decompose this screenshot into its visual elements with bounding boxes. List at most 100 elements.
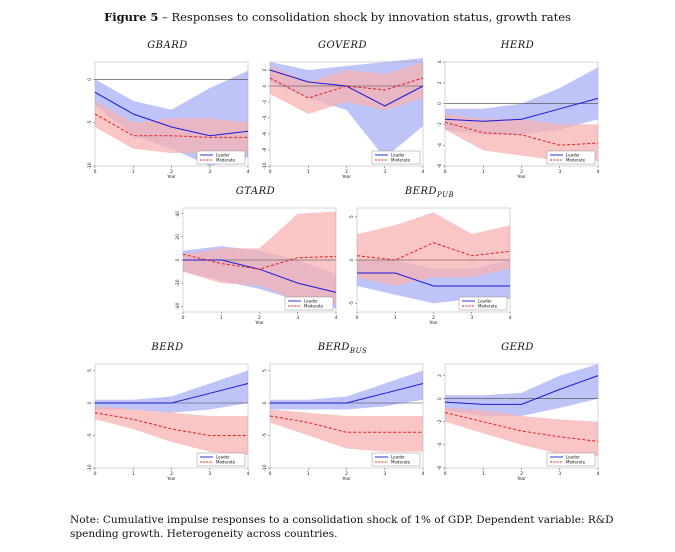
y-tick-label: 5 bbox=[87, 369, 93, 372]
figure-dash: – bbox=[158, 10, 172, 24]
x-tick-label: 4 bbox=[597, 169, 600, 175]
y-tick-label: -2 bbox=[262, 100, 268, 105]
x-tick-label: 0 bbox=[444, 471, 447, 477]
legend-box bbox=[371, 452, 421, 467]
ci-band-leader bbox=[95, 370, 248, 413]
y-tick-label: 0 bbox=[87, 401, 93, 404]
x-tick-label: 2 bbox=[432, 315, 435, 321]
series-line-moderate bbox=[444, 412, 599, 442]
x-tick-label: 0 bbox=[269, 169, 272, 175]
x-tick-label: 3 bbox=[558, 471, 561, 477]
panel-title-text: GOVERD bbox=[317, 40, 368, 51]
x-tick-label: 2 bbox=[345, 471, 348, 477]
series-line-moderate bbox=[182, 253, 337, 270]
x-tick-label: 4 bbox=[597, 471, 600, 477]
x-tick-label: 2 bbox=[258, 315, 261, 321]
y-tick-label: -6 bbox=[437, 466, 443, 471]
y-tick-label: 0 bbox=[349, 258, 355, 261]
y-tick-label: -10 bbox=[87, 464, 93, 471]
panel-title-subscript: PUB bbox=[437, 191, 455, 199]
figure-caption: Responses to consolidation shock by inno… bbox=[171, 10, 571, 24]
x-axis-label: Year bbox=[516, 174, 526, 179]
x-tick-label: 1 bbox=[132, 169, 135, 175]
x-tick-label: 2 bbox=[520, 169, 523, 175]
y-tick-label: 2 bbox=[262, 68, 268, 71]
x-axis-label: Year bbox=[166, 174, 176, 179]
legend-label-leader: Leader bbox=[216, 152, 230, 157]
x-tick-label: 0 bbox=[94, 471, 97, 477]
x-tick-label: 3 bbox=[470, 315, 473, 321]
y-tick-label: -4 bbox=[437, 143, 443, 148]
panel-goverd: GOVERD 2 0 -2 -4 -6 -8 -10 0 1 2 3 4 Year Leader Modera… bbox=[250, 40, 435, 180]
y-tick-label: -20 bbox=[175, 279, 181, 286]
y-tick-label: 0 bbox=[437, 102, 443, 105]
x-axis-label: Year bbox=[341, 174, 351, 179]
legend-label-leader: Leader bbox=[566, 454, 580, 459]
x-tick-label: 2 bbox=[345, 169, 348, 175]
y-tick-label: -5 bbox=[262, 433, 268, 438]
series-line-leader bbox=[94, 91, 249, 137]
legend-label-moderate: Moderate bbox=[391, 459, 411, 464]
y-tick-label: 5 bbox=[262, 369, 268, 372]
panel-title-text: BERD bbox=[404, 186, 438, 197]
panel-title: GOVERD bbox=[250, 40, 435, 51]
panel-title-text: GERD bbox=[501, 342, 534, 353]
y-tick-label: -10 bbox=[262, 162, 268, 169]
panel-title-text: BERD bbox=[317, 342, 350, 353]
y-tick-label: -2 bbox=[437, 122, 443, 127]
legend-box bbox=[284, 296, 334, 311]
series-line-moderate bbox=[444, 121, 599, 146]
figure-title: Figure 5 – Responses to consolidation sh… bbox=[0, 10, 675, 24]
x-tick-label: 3 bbox=[383, 169, 386, 175]
x-tick-label: 4 bbox=[247, 169, 250, 175]
x-tick-label: 3 bbox=[208, 471, 211, 477]
panel-title-text: GTARD bbox=[235, 186, 276, 197]
legend-label-moderate: Moderate bbox=[216, 157, 236, 162]
x-tick-label: 4 bbox=[422, 169, 425, 175]
panel-title-text: GBARD bbox=[147, 40, 188, 51]
x-tick-label: 1 bbox=[394, 315, 397, 321]
series-line-leader bbox=[357, 272, 510, 287]
ci-band-moderate bbox=[445, 114, 598, 161]
x-tick-label: 1 bbox=[482, 169, 485, 175]
legend-box bbox=[371, 150, 421, 165]
panel-title: BERD bbox=[75, 342, 260, 353]
x-tick-label: 3 bbox=[558, 169, 561, 175]
figure-note: Note: Cumulative impulse responses to a … bbox=[70, 514, 614, 540]
y-tick-label: -2 bbox=[437, 419, 443, 424]
series-line-moderate bbox=[94, 113, 248, 138]
panel-berdpub: BERDPUB 5 0 -5 0 1 2 3 4 Year Leader Moderate bbox=[337, 186, 522, 326]
ci-band-leader bbox=[445, 67, 598, 135]
x-axis-label: Year bbox=[254, 320, 264, 325]
x-tick-label: 1 bbox=[220, 315, 223, 321]
y-tick-label: 2 bbox=[437, 374, 443, 377]
panel-title: HERD bbox=[425, 40, 610, 51]
y-tick-label: -4 bbox=[262, 116, 268, 121]
y-tick-label: 0 bbox=[175, 258, 181, 261]
legend-box bbox=[546, 150, 596, 165]
series-line-leader bbox=[444, 97, 599, 122]
series-line-moderate bbox=[94, 412, 248, 436]
series-line-moderate bbox=[269, 77, 424, 99]
series-line-leader bbox=[444, 375, 599, 405]
panel-title-text: HERD bbox=[500, 40, 535, 51]
y-tick-label: 4 bbox=[437, 60, 443, 63]
x-axis-label: Year bbox=[428, 320, 438, 325]
x-axis-label: Year bbox=[166, 476, 176, 481]
y-tick-label: 40 bbox=[175, 211, 181, 217]
y-tick-label: 0 bbox=[262, 401, 268, 404]
x-tick-label: 0 bbox=[356, 315, 359, 321]
ci-band-moderate bbox=[95, 406, 248, 455]
y-tick-label: 20 bbox=[175, 234, 181, 240]
series-line-leader bbox=[270, 383, 424, 404]
legend-label-leader: Leader bbox=[478, 298, 492, 303]
y-tick-label: -8 bbox=[262, 148, 268, 153]
series-line-leader bbox=[95, 383, 249, 404]
